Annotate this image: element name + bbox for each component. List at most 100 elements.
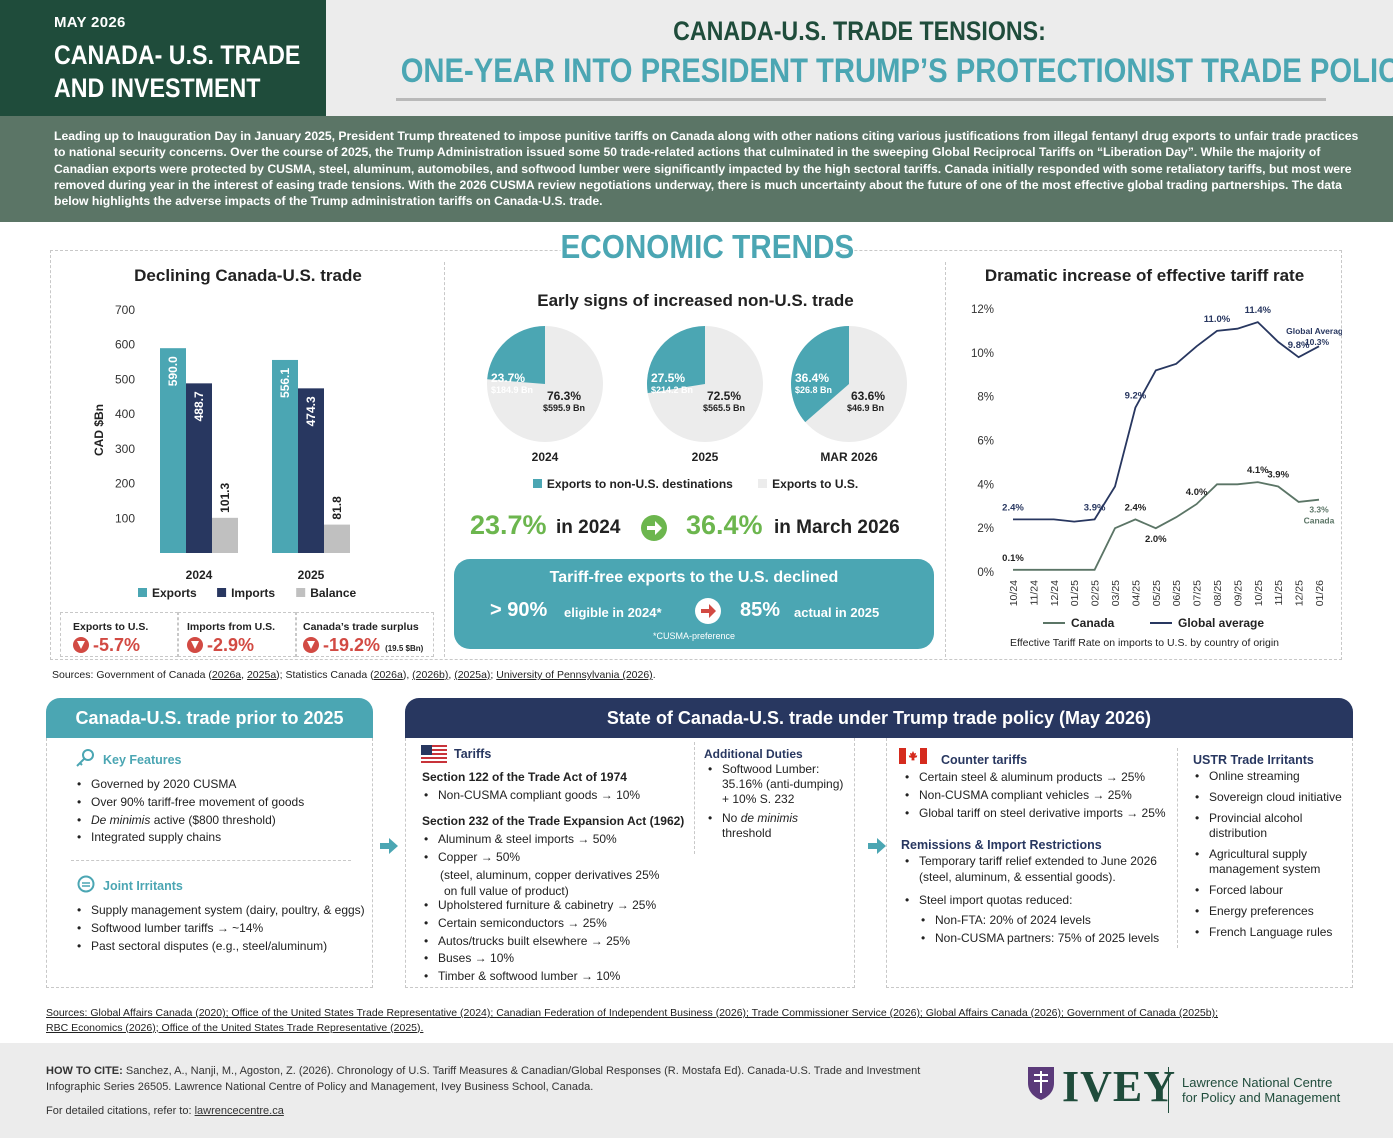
series-title-line1: CANADA- U.S. TRADE bbox=[54, 40, 301, 70]
y-tick-label: 6% bbox=[977, 436, 994, 448]
data-label: 2.0% bbox=[1145, 534, 1167, 545]
src-text: . bbox=[652, 669, 656, 681]
src-link[interactable]: (2025a) bbox=[454, 669, 491, 681]
x-tick-label: 2024 bbox=[186, 568, 213, 582]
stat-imports: Imports from U.S. -2.9% bbox=[178, 612, 296, 657]
tariff-free-title: Tariff-free exports to the U.S. declined bbox=[549, 569, 839, 586]
cite-text: Sanchez, A., Nanji, M., Agoston, Z. (202… bbox=[122, 1065, 921, 1077]
end-value: 10.3% bbox=[1305, 337, 1330, 347]
src-link[interactable]: (2026b) bbox=[412, 669, 449, 681]
bar bbox=[298, 388, 324, 553]
bar-data-label: 81.8 bbox=[330, 496, 344, 520]
series-line bbox=[1013, 481, 1320, 571]
stat-value-text: -5.7% bbox=[93, 635, 141, 655]
de-minimis-term: De minimis bbox=[91, 812, 151, 827]
list-item: Autos/trucks built elsewhere → 25% bbox=[420, 933, 656, 951]
tariffs-heading: Tariffs bbox=[454, 747, 492, 761]
x-tick-label: 09/25 bbox=[1232, 580, 1244, 606]
pie-label: 2024 bbox=[532, 450, 559, 464]
bar-data-label: 101.3 bbox=[218, 482, 232, 512]
us-tariffs-panel: Tariffs Section 122 of the Trade Act of … bbox=[405, 738, 855, 988]
pie-us-value: $565.5 Bn bbox=[703, 403, 745, 413]
list-item: Over 90% tariff-free movement of goods bbox=[73, 794, 304, 812]
citation: HOW TO CITE: Sanchez, A., Nanji, M., Ago… bbox=[46, 1063, 920, 1095]
footer: HOW TO CITE: Sanchez, A., Nanji, M., Ago… bbox=[0, 1043, 1393, 1138]
lawrencecentre-link[interactable]: lawrencecentre.ca bbox=[194, 1105, 284, 1117]
x-tick-label: 12/24 bbox=[1049, 580, 1061, 606]
section-232-heading: Section 232 of the Trade Expansion Act (… bbox=[422, 814, 685, 828]
legend-label: Exports to U.S. bbox=[772, 477, 859, 491]
list-item: Online streaming bbox=[1191, 769, 1342, 784]
x-tick-label: 08/25 bbox=[1212, 580, 1224, 606]
de-minimis-term: de minimis bbox=[740, 811, 799, 825]
key-features-heading: Key Features bbox=[103, 753, 182, 767]
list-item: Non-CUSMA partners: 75% of 2025 levels bbox=[917, 930, 1159, 948]
src-text: Sources: Government of Canada ( bbox=[52, 669, 212, 681]
duty-line: Softwood Lumber: bbox=[722, 762, 820, 776]
list-item: Global tariff on steel derivative import… bbox=[901, 805, 1166, 823]
pie-us-pct: 63.6% bbox=[851, 389, 885, 403]
list-item: De minimis active ($800 threshold) bbox=[73, 812, 304, 830]
pie-legend: Exports to non-U.S. destinations Exports… bbox=[446, 477, 945, 491]
right-arrow-icon bbox=[380, 838, 398, 854]
stat-label: Imports from U.S. bbox=[187, 621, 276, 633]
down-arrow-icon bbox=[73, 637, 89, 653]
legend-swatch bbox=[758, 479, 768, 488]
y-tick-label: 4% bbox=[977, 479, 994, 491]
canada-flag-icon bbox=[899, 748, 927, 764]
sources-top: Sources: Government of Canada (2026a, 20… bbox=[52, 669, 656, 681]
prior-panel: Key Features Governed by 2020 CUSMA Over… bbox=[46, 738, 373, 988]
series-banner: MAY 2026 CANADA- U.S. TRADE AND INVESTME… bbox=[0, 0, 326, 116]
pie-charts: 23.7%$184.9 Bn 76.3%$595.9 Bn 2024 27.5%$21… bbox=[487, 326, 907, 464]
data-label: 9.2% bbox=[1125, 391, 1147, 402]
issue-date: MAY 2026 bbox=[54, 14, 126, 31]
list-item: Energy preferences bbox=[1191, 904, 1342, 919]
y-tick-label: 600 bbox=[115, 338, 135, 352]
bar-chart: 100 200 300 400 500 600 700 CAD $Bn 590.0 488.7 10… bbox=[92, 303, 357, 600]
sources-line: RBC Economics (2026); Office of the Unit… bbox=[46, 1021, 424, 1034]
y-tick-label: 500 bbox=[115, 372, 135, 386]
spacer bbox=[454, 599, 455, 600]
section-122-heading: Section 122 of the Trade Act of 1974 bbox=[422, 770, 627, 784]
line-chart: 0% 2% 4% 6% 8% 10% 12% 10/24 11/24 12/24 01/25 02/2… bbox=[971, 304, 1342, 630]
stat-exports: Exports to U.S. -5.7% bbox=[60, 612, 178, 657]
quota-sublist: Non-FTA: 20% of 2024 levels Non-CUSMA pa… bbox=[917, 912, 1159, 948]
list-item: Certain steel & aluminum products → 25% bbox=[901, 769, 1166, 787]
list-item: Past sectoral disputes (e.g., steel/alum… bbox=[73, 938, 365, 956]
page-subtitle: ONE-YEAR INTO PRESIDENT TRUMP’S PROTECTI… bbox=[400, 52, 1393, 90]
tariff-free-left-text: eligible in 2024* bbox=[564, 605, 662, 620]
legend-label: Canada bbox=[1071, 616, 1115, 630]
centre-line: Lawrence National Centre bbox=[1182, 1075, 1333, 1090]
src-link[interactable]: 2026a bbox=[211, 669, 242, 681]
divider bbox=[71, 860, 351, 861]
pie-label: MAR 2026 bbox=[820, 450, 878, 464]
y-tick-label: 10% bbox=[971, 348, 994, 360]
bar bbox=[272, 359, 298, 553]
economic-trends-title: ECONOMIC TRENDS bbox=[560, 228, 854, 274]
growth-left-value: 23.7% bbox=[470, 510, 547, 540]
y-tick-label: 100 bbox=[115, 511, 135, 525]
list-item: Temporary tariff relief extended to June… bbox=[901, 854, 1157, 885]
change-stats: Exports to U.S. -5.7% Imports from U.S. … bbox=[60, 612, 434, 657]
copper-note-line2: on full value of product) bbox=[444, 884, 569, 898]
y-tick-label: 700 bbox=[115, 303, 135, 317]
bar-data-label: 556.1 bbox=[278, 368, 292, 398]
tariff-free-note: *CUSMA-preference bbox=[652, 631, 736, 641]
divider bbox=[694, 742, 695, 854]
src-link[interactable]: 2026a bbox=[373, 669, 403, 681]
tariff-free-left-value: > 90% bbox=[490, 599, 548, 621]
remission-line: (steel, aluminum, & essential goods). bbox=[919, 869, 1116, 884]
tariff-free-box: Tariff-free exports to the U.S. declined… bbox=[454, 559, 934, 649]
divider bbox=[444, 262, 445, 657]
src-text: ), bbox=[402, 669, 413, 681]
lawrence-centre-name: Lawrence National Centre for Policy and … bbox=[1182, 1075, 1340, 1105]
stat-value-text: -2.9% bbox=[207, 635, 255, 655]
data-label: 9.8% bbox=[1288, 340, 1310, 351]
legend-swatch bbox=[138, 588, 147, 597]
src-link[interactable]: 2025a bbox=[246, 669, 277, 681]
counter-tariffs-heading: Counter tariffs bbox=[941, 753, 1028, 767]
data-label: 3.9% bbox=[1084, 502, 1106, 513]
src-link[interactable]: University of Pennsylvania (2026) bbox=[496, 669, 653, 681]
legend-label: Imports bbox=[231, 586, 275, 600]
